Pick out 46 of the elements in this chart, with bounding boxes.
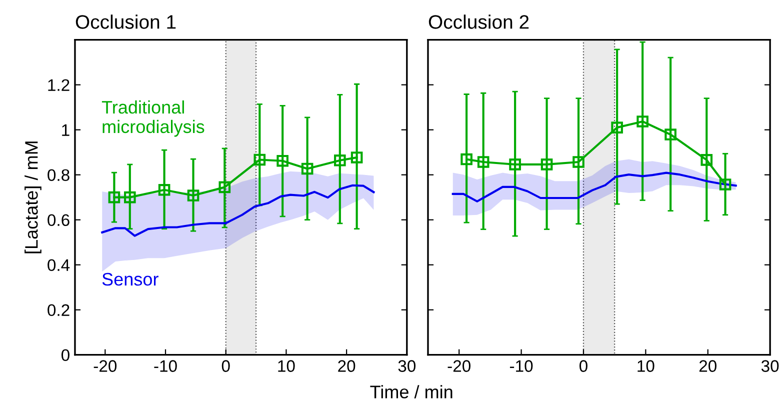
chart-title: Occlusion 2 [428,14,529,29]
y-tick-label: 0.2 [48,304,70,316]
x-tick-label: 0 [579,360,588,372]
point [611,122,623,134]
x-tick-label: 20 [338,360,356,372]
chart-title: Occlusion 1 [76,14,176,29]
line-series [101,184,375,237]
point [301,162,314,175]
point [218,181,231,194]
y-axis-title: [Lactate] / mM [24,142,42,254]
point [477,156,490,168]
y-tick-label: 0.8 [48,169,70,182]
point [108,191,120,204]
point [664,128,676,140]
x-tick-label: 20 [699,360,716,372]
y-tick-label: 0.4 [48,259,70,272]
text: Sensor [102,272,158,286]
point [572,156,584,168]
point [700,154,713,166]
x-tick-label: -20 [94,360,117,372]
point [158,184,170,196]
text: Traditional microdialysis [102,100,204,137]
point [509,158,521,170]
point [276,154,288,167]
x-tick-label: 30 [761,360,779,372]
point [124,191,136,204]
y-tick-label: 1 [62,124,70,136]
point [334,154,346,166]
point [254,154,266,166]
point [460,153,472,166]
point [636,116,648,128]
x-tick-label: -20 [448,360,470,372]
y-tick-label: 0 [62,349,70,362]
x-tick-label: 10 [278,360,295,372]
x-axis-title: Time / min [370,385,452,398]
x-tick-label: -10 [510,360,533,372]
point [719,178,732,190]
x-tick-label: 10 [638,360,654,372]
x-tick-label: 0 [222,360,230,372]
point [187,190,200,202]
point [350,152,363,164]
y-tick-label: 0.6 [48,214,70,226]
x-tick-label: 30 [398,360,416,372]
y-tick-label: 1.2 [48,79,70,91]
x-tick-label: -10 [154,360,177,372]
point [540,158,553,170]
